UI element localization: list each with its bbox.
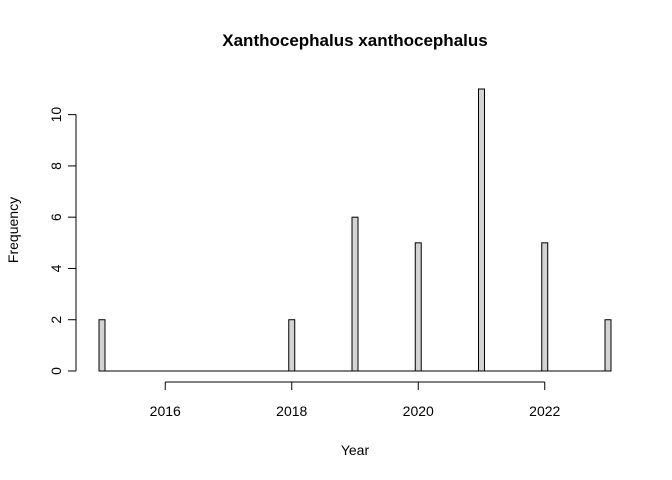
y-tick-label-8: 8	[48, 162, 64, 170]
bar-2020	[414, 242, 422, 372]
bars	[98, 88, 612, 372]
x-axis: 2016 2018 2020 2022	[150, 381, 561, 419]
x-axis-label: Year	[341, 442, 370, 458]
y-axis-label: Frequency	[5, 197, 21, 263]
bar-2021	[478, 88, 485, 372]
y-tick-label-6: 6	[48, 213, 64, 221]
x-tick-label-2022: 2022	[529, 403, 560, 419]
bar-2015	[98, 319, 106, 372]
y-tick-label-0: 0	[48, 367, 64, 375]
y-axis: 0 2 4 6 8 10	[48, 107, 77, 375]
bar-2023	[604, 319, 612, 372]
x-tick-label-2020: 2020	[403, 403, 434, 419]
y-tick-label-2: 2	[48, 316, 64, 324]
y-tick-label-4: 4	[48, 264, 64, 272]
x-tick-label-2016: 2016	[150, 403, 181, 419]
y-tick-label-10: 10	[48, 107, 64, 123]
bar-2019	[351, 216, 359, 372]
x-tick-label-2018: 2018	[276, 403, 307, 419]
chart-title: Xanthocephalus xanthocephalus	[222, 31, 487, 50]
bar-2018	[288, 319, 296, 372]
bar-2022	[541, 242, 549, 372]
